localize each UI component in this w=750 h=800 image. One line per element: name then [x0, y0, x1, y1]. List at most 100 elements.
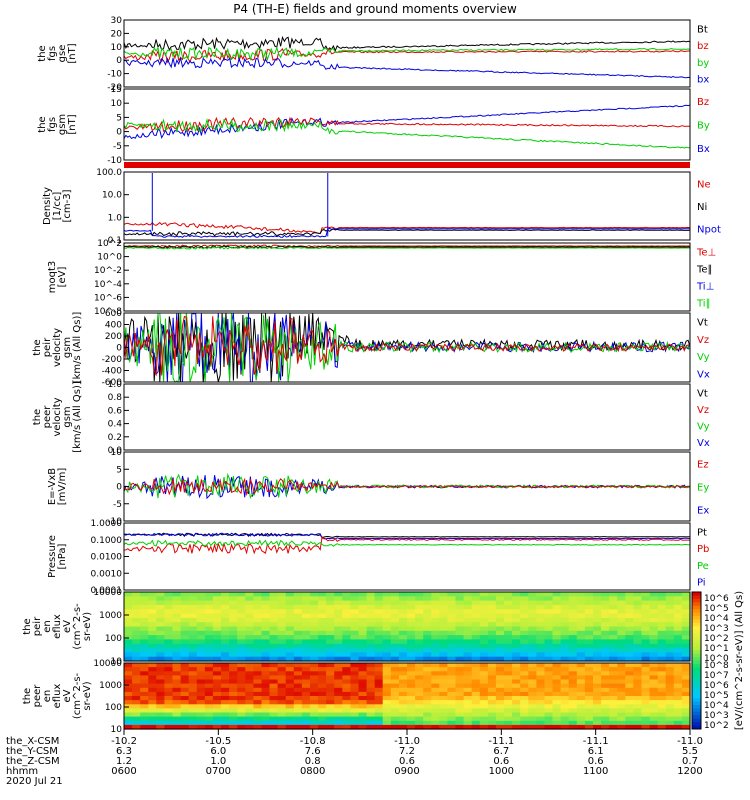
heatmap-cell [681, 648, 691, 653]
heatmap-cell [609, 683, 618, 689]
heatmap-cell [487, 700, 497, 705]
heatmap-cell [366, 679, 376, 685]
heatmap-cell [487, 704, 497, 709]
heatmap-cell [649, 687, 659, 693]
heatmap-cell [188, 691, 198, 697]
heatmap-cell [326, 635, 335, 640]
heatmap-cell [253, 667, 263, 672]
heatmap-cell [625, 596, 634, 602]
heatmap-cell [447, 667, 457, 672]
heatmap-cell [423, 663, 432, 668]
heatmap-cell [520, 716, 529, 722]
heatmap-cell [584, 700, 594, 705]
heatmap-cell [641, 704, 651, 709]
heatmap-cell [140, 596, 149, 602]
heatmap-cell [423, 675, 432, 681]
heatmap-cell [390, 613, 400, 619]
heatmap-cell [269, 716, 279, 722]
heatmap-cell [431, 667, 440, 672]
heatmap-cell [124, 687, 133, 693]
heatmap-cell [269, 635, 279, 640]
heatmap-cell [423, 679, 432, 685]
heatmap-cell [552, 604, 562, 610]
heatmap-cell [487, 592, 497, 597]
heatmap-cell [188, 683, 198, 689]
heatmap-cell [641, 683, 651, 689]
heatmap-cell [156, 592, 165, 597]
heatmap-cell [237, 609, 246, 615]
heatmap-cell [237, 700, 246, 705]
y-tick-label: 10000 [93, 588, 122, 598]
legend-entry: Ti∥ [696, 299, 711, 310]
heatmap-cell [649, 613, 659, 619]
heatmap-cell [560, 671, 570, 676]
heatmap-cell [285, 663, 295, 668]
heatmap-cell [229, 643, 238, 649]
heatmap-cell [463, 704, 473, 709]
heatmap-cell [366, 613, 376, 619]
heatmap-cell [188, 663, 198, 668]
heatmap-cell [544, 656, 554, 662]
heatmap-cell [188, 613, 198, 619]
heatmap-cell [601, 622, 610, 628]
heatmap-cell [423, 643, 432, 649]
heatmap-cell [520, 630, 529, 636]
heatmap-cell [285, 600, 295, 606]
heatmap-cell [641, 596, 651, 602]
heatmap-cell [576, 667, 586, 672]
heatmap-cell [657, 604, 667, 610]
heatmap-cell [593, 679, 602, 685]
heatmap-cell [148, 687, 157, 693]
heatmap-cell [334, 696, 343, 701]
heatmap-cell [204, 675, 214, 681]
heatmap-cell [261, 648, 271, 653]
heatmap-cell [229, 712, 238, 718]
heatmap-cell [601, 617, 610, 623]
heatmap-cell [261, 671, 271, 676]
heatmap-cell [617, 656, 626, 662]
heatmap-cell [188, 675, 198, 681]
heatmap-cell [649, 639, 659, 645]
heatmap-cell [237, 592, 246, 597]
heatmap-cell [633, 604, 643, 610]
heatmap-cell [520, 622, 529, 628]
heatmap-cell [439, 716, 448, 722]
heatmap-cell [261, 613, 271, 619]
heatmap-cell [188, 648, 198, 653]
heatmap-cell [310, 675, 319, 681]
heatmap-cell [641, 592, 651, 597]
heatmap-cell [253, 683, 263, 689]
heatmap-cell [593, 716, 602, 722]
heatmap-cell [261, 656, 271, 662]
heatmap-cell [407, 626, 416, 632]
heatmap-cell [374, 643, 384, 649]
heatmap-cell [172, 604, 182, 610]
heatmap-cell [471, 626, 481, 632]
heatmap-cell [568, 596, 578, 602]
heatmap-cell [495, 635, 505, 640]
heatmap-cell [520, 635, 529, 640]
heatmap-cell [633, 708, 643, 714]
heatmap-cell [407, 663, 416, 668]
y-axis-label: peir [32, 616, 43, 636]
heatmap-cell [382, 626, 392, 632]
heatmap-cell [463, 617, 473, 623]
y-tick-label: 10 [111, 99, 123, 109]
heatmap-cell [229, 716, 238, 722]
heatmap-cell [609, 656, 618, 662]
heatmap-cell [447, 675, 457, 681]
heatmap-cell [471, 667, 481, 672]
heatmap-cell [487, 683, 497, 689]
heatmap-cell [495, 724, 505, 730]
heatmap-cell [366, 691, 376, 697]
heatmap-cell [277, 679, 287, 685]
heatmap-cell [269, 600, 279, 606]
heatmap-cell [253, 716, 263, 722]
heatmap-cell [407, 596, 416, 602]
heatmap-cell [180, 663, 190, 668]
heatmap-cell [560, 724, 570, 730]
y-tick-label: 10^2 [97, 239, 122, 249]
heatmap-cell [528, 652, 537, 658]
heatmap-cell [212, 648, 222, 653]
heatmap-cell [625, 675, 634, 681]
